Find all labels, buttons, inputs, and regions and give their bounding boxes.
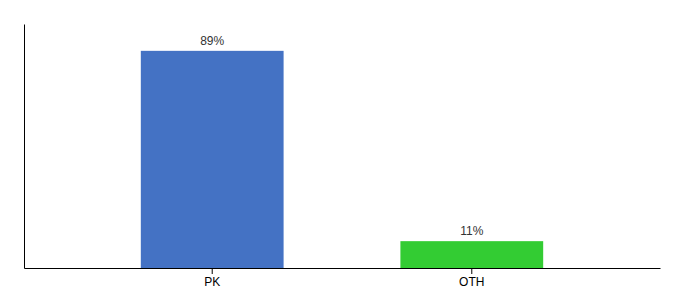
x-tick: PK [204,268,220,289]
plot-area: PK OTH 89% 11% [25,25,661,289]
x-tick-label: PK [204,275,220,289]
x-axis: PK OTH [25,268,661,289]
x-tick-mark [212,268,213,274]
data-labels: 89% 11% [200,34,483,238]
x-axis-line [25,268,661,269]
chart-svg: PK OTH 89% 11% [0,0,680,300]
x-tick: OTH [459,268,484,289]
y-axis [24,25,25,269]
bar [141,51,284,268]
data-label: 11% [460,224,483,238]
x-tick-mark [471,268,472,274]
x-tick-label: OTH [459,275,484,289]
bars [141,51,543,268]
data-label: 89% [200,34,224,48]
y-axis-line [24,25,25,269]
bar [400,241,543,268]
